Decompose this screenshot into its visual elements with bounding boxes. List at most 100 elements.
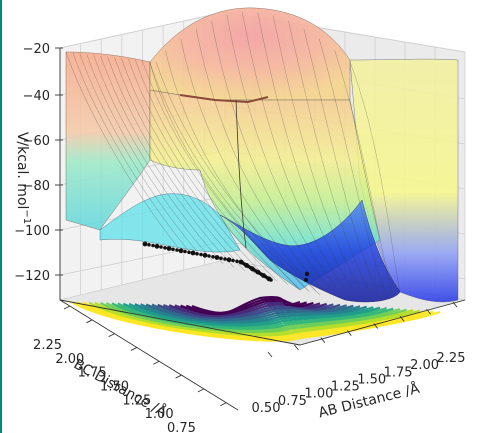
mesh-line [211,20,332,291]
contour-line [151,303,348,320]
z-tick-label: −60 [23,134,50,149]
mesh-line [242,12,347,292]
trajectory-point [178,248,184,254]
x-tick-label: 1.75 [384,365,413,380]
trajectory-point [199,252,203,257]
z-tick-label: −20 [23,42,50,57]
y-tick [63,305,71,310]
mesh-line [141,60,299,289]
x-tick [320,337,326,343]
trajectory-point [304,271,310,277]
trajectory-point [142,241,148,247]
mesh-line [79,53,202,258]
contour-line [117,302,388,329]
surface-mesh [65,12,401,296]
trajectory-point [223,257,227,261]
trajectory-point [151,243,155,248]
y-axis-ticks: 2.252.001.751.501.251.000.750.50 [33,305,227,433]
mesh-line [195,28,324,291]
x-tick-label: 1.50 [357,372,386,387]
x-tick [373,323,379,329]
trajectory-point [207,254,211,258]
mesh-line [148,61,310,292]
z-tick-label: −100 [14,224,50,239]
contour-line [157,303,341,319]
contour-line [71,301,441,342]
surface-basin [219,199,401,303]
x-tick-label: 0.75 [278,394,307,409]
y-tick [175,374,182,379]
z-axis-ticks: −20 −40 −60 −80 −100 −120 [14,42,63,284]
trajectory-point [195,252,199,256]
trajectory-point [226,257,232,263]
trajectory-point [214,255,220,260]
z-axis-label-sup: −1 [21,209,32,224]
trajectory-point [175,248,179,252]
trajectory-point [147,243,151,247]
contour-line [82,301,428,339]
y-tick [86,319,93,324]
contour-line [77,301,434,340]
mesh-line [149,61,301,291]
trajectory-point [159,245,163,249]
trajectory-point [211,254,215,259]
trajectory-point [219,256,223,261]
x-tick-label: 2.00 [410,358,439,373]
x-tick-label: 1.25 [331,380,360,395]
mesh-line [128,58,278,282]
surface-saddle [235,99,247,249]
surface-ridge [179,94,269,104]
y-tick [220,402,227,407]
mesh-line [86,54,213,261]
y-tick [197,388,205,393]
left-border [0,0,2,433]
trajectory-point [231,258,235,263]
x-tick-label: 0.50 [252,401,281,416]
trajectory-path [142,241,310,282]
z-tick-label: −40 [23,89,50,104]
mesh-line [121,58,267,278]
x-tick [399,316,405,322]
y-tick [153,360,160,365]
mesh-line [134,59,288,285]
contour-line [88,301,421,337]
mesh-line [349,61,401,293]
y-tick-label: 1.75 [78,366,107,381]
surface-peak [149,7,351,101]
mesh-line [100,55,235,268]
mesh-line [155,61,321,296]
y-tick [130,347,138,351]
mesh-line [334,49,393,292]
trajectory-point [269,278,273,282]
x-tick-label: 2.25 [437,351,466,366]
z-tick-label: −80 [23,179,50,194]
mesh-line [72,52,192,254]
mesh-line [180,38,316,291]
mesh-line [107,56,245,271]
y-tick-label: 1.50 [100,380,129,395]
surface-valley-left [99,193,241,253]
mesh-line [114,57,256,275]
z-tick-label: −120 [14,269,50,284]
mesh-line [272,15,362,292]
trajectory-point [154,243,160,249]
z-axis-label: V/kcal. mol−1 [14,132,32,224]
trajectory-point [163,246,167,250]
axis-lines [59,48,466,411]
y-tick [108,333,115,338]
mesh-line [226,15,339,291]
x-tick [346,330,352,336]
trajectory-point [235,259,239,264]
x-tick [294,344,299,351]
mesh-line [288,20,370,292]
mesh-line [93,54,224,265]
contour-line [191,296,301,314]
trajectory-point [190,250,196,256]
z-axis-label-text: V/kcal. mol [14,132,30,210]
x-tick [452,301,458,308]
potential-surface [65,7,459,303]
mesh-line [257,12,355,292]
mesh-line [318,38,385,292]
y-axis-label: BC Distance /Å [71,356,170,421]
